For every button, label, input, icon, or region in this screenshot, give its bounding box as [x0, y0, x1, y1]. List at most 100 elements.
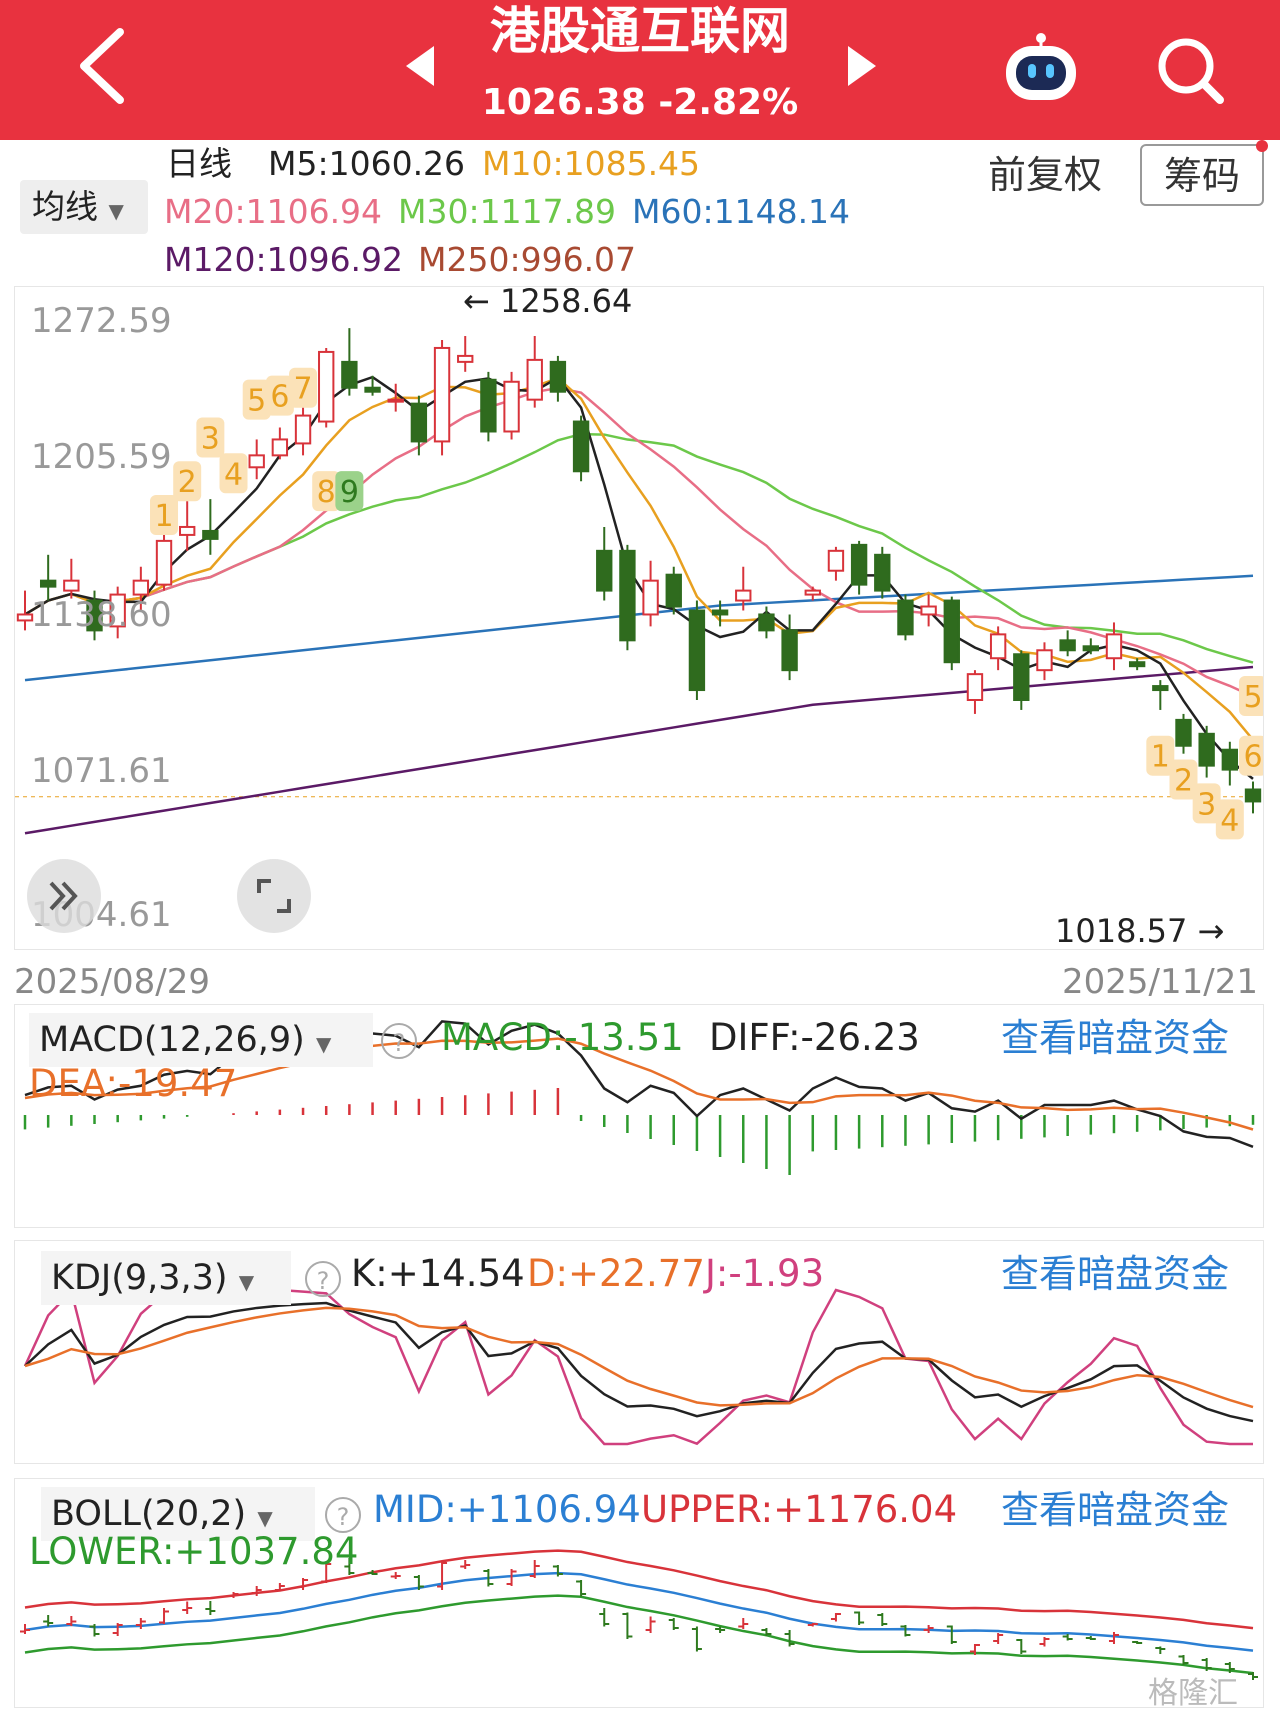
candle-body	[596, 549, 613, 592]
double-chevron-icon	[49, 881, 78, 911]
candle-body	[63, 579, 80, 592]
robot-assistant-icon[interactable]	[1000, 32, 1082, 102]
candle-body	[1244, 788, 1262, 803]
seq-label-box	[1215, 799, 1244, 840]
seq-label-box	[150, 495, 179, 536]
candle-body	[16, 613, 34, 622]
price-change: 1026.38 -2.82%	[0, 78, 1280, 128]
candle-body	[1221, 748, 1239, 771]
candle-body	[132, 579, 150, 596]
seq-label-up: 5	[242, 379, 271, 420]
candle-body	[109, 593, 126, 628]
dark-pool-link[interactable]: 查看暗盘资金	[1001, 1488, 1230, 1532]
seq-label-down: 4	[1215, 799, 1244, 840]
seq-label-down: 5	[1239, 676, 1263, 717]
candle-body	[688, 609, 706, 692]
candle-body	[619, 549, 636, 642]
candle-body	[897, 599, 914, 636]
ma60-value: M60:1148.14	[632, 192, 851, 231]
macd-panel[interactable]: MACD(12,26,9) ▼ ? MACD:-13.51 DIFF:-26.2…	[14, 1004, 1264, 1228]
seq-label-up: 7	[289, 367, 318, 408]
candle-body	[966, 673, 984, 701]
dark-pool-link[interactable]: 查看暗盘资金	[1001, 1016, 1230, 1060]
chips-button[interactable]: 筹码	[1140, 144, 1264, 206]
ma60-line	[24, 574, 1254, 682]
prev-stock-icon[interactable]	[404, 44, 436, 88]
candle-body	[850, 543, 868, 586]
candle-body	[549, 360, 567, 393]
boll-chart	[20, 1549, 1258, 1680]
page-title: 港股通互联网	[490, 2, 790, 60]
dropdown-caret-icon: ▼	[257, 1506, 273, 1530]
expand-sidebar-button[interactable]	[27, 859, 101, 933]
dark-pool-link[interactable]: 查看暗盘资金	[1001, 1252, 1230, 1296]
candle-body	[804, 589, 821, 596]
dea-line	[24, 1037, 1254, 1131]
boll-dropdown[interactable]: BOLL(20,2) ▼	[41, 1487, 315, 1541]
seq-label-down: 6	[1239, 735, 1263, 776]
change-percent: -2.82%	[658, 82, 799, 123]
seq-label-up: 3	[196, 417, 225, 458]
seq-label-text: 6	[1243, 740, 1262, 775]
current-price: 1026.38	[481, 82, 646, 123]
ma20-line	[24, 386, 1254, 698]
seq-label-text: 4	[224, 457, 243, 492]
candle-body	[39, 579, 57, 588]
back-arrow-icon[interactable]	[70, 26, 140, 106]
seq-label-up: 8	[312, 471, 341, 512]
candle-body	[1128, 661, 1146, 668]
adjust-mode-button[interactable]: 前复权	[988, 153, 1103, 197]
y-label-3: 1138.60	[31, 595, 172, 635]
fullscreen-button[interactable]	[237, 859, 311, 933]
seq-label-text: 1	[154, 499, 173, 534]
seq-label-text: 2	[178, 465, 197, 500]
ma-dropdown[interactable]: 均线 ▼	[20, 180, 148, 234]
candle-body	[1013, 653, 1030, 701]
candle-body	[920, 605, 937, 616]
candle-body	[364, 386, 381, 393]
ma120-value: M120:1096.92	[164, 240, 404, 279]
boll-panel[interactable]: BOLL(20,2) ▼ ? MID:+1106.94 UPPER:+1176.…	[14, 1478, 1264, 1708]
mid-band	[24, 1571, 1254, 1652]
lower-band	[24, 1594, 1254, 1675]
candle-body	[665, 573, 682, 608]
seq-label-down: 3	[1192, 783, 1221, 824]
end-date: 2025/11/21	[1062, 962, 1258, 1002]
candle-body	[642, 579, 659, 616]
candle-body	[318, 350, 335, 423]
help-icon[interactable]: ?	[325, 1497, 361, 1533]
seq-label-box	[335, 471, 364, 512]
seq-label-up: 4	[219, 453, 248, 494]
candle-body	[735, 589, 752, 602]
seq-label-text: 8	[317, 475, 336, 510]
mid-value: MID:+1106.94	[373, 1488, 641, 1531]
kdj-dropdown[interactable]: KDJ(9,3,3) ▼	[41, 1251, 291, 1305]
help-icon[interactable]: ?	[305, 1261, 341, 1297]
candle-body	[758, 613, 775, 632]
high-value: 1258.64	[499, 282, 633, 320]
k-value: K:+14.54	[351, 1252, 525, 1295]
candle-body	[155, 539, 173, 586]
seq-label-box	[1192, 783, 1221, 824]
next-stock-icon[interactable]	[846, 44, 878, 88]
d-value: D:+22.77	[527, 1252, 705, 1295]
seq-label-box	[1169, 759, 1198, 800]
period-label: 日线	[166, 144, 232, 183]
seq-label-down: 2	[1169, 759, 1198, 800]
y-label-4: 1071.61	[31, 751, 172, 791]
ma120-line	[24, 665, 1254, 835]
help-icon[interactable]: ?	[381, 1023, 417, 1059]
low-value: 1018.57	[1055, 912, 1188, 950]
seq-label-text: 9	[340, 475, 359, 510]
y-label-2: 1205.59	[31, 437, 172, 477]
macd-dropdown[interactable]: MACD(12,26,9) ▼	[29, 1013, 373, 1067]
start-date: 2025/08/29	[14, 962, 210, 1002]
search-icon[interactable]	[1150, 30, 1230, 110]
macd-value: MACD:-13.51	[441, 1016, 684, 1059]
kdj-panel[interactable]: KDJ(9,3,3) ▼ ? K:+14.54 D:+22.77 J:-1.93…	[14, 1240, 1264, 1464]
d-line	[24, 1306, 1254, 1409]
seq-label-box	[242, 379, 271, 420]
ma250-value: M250:996.07	[418, 240, 637, 279]
